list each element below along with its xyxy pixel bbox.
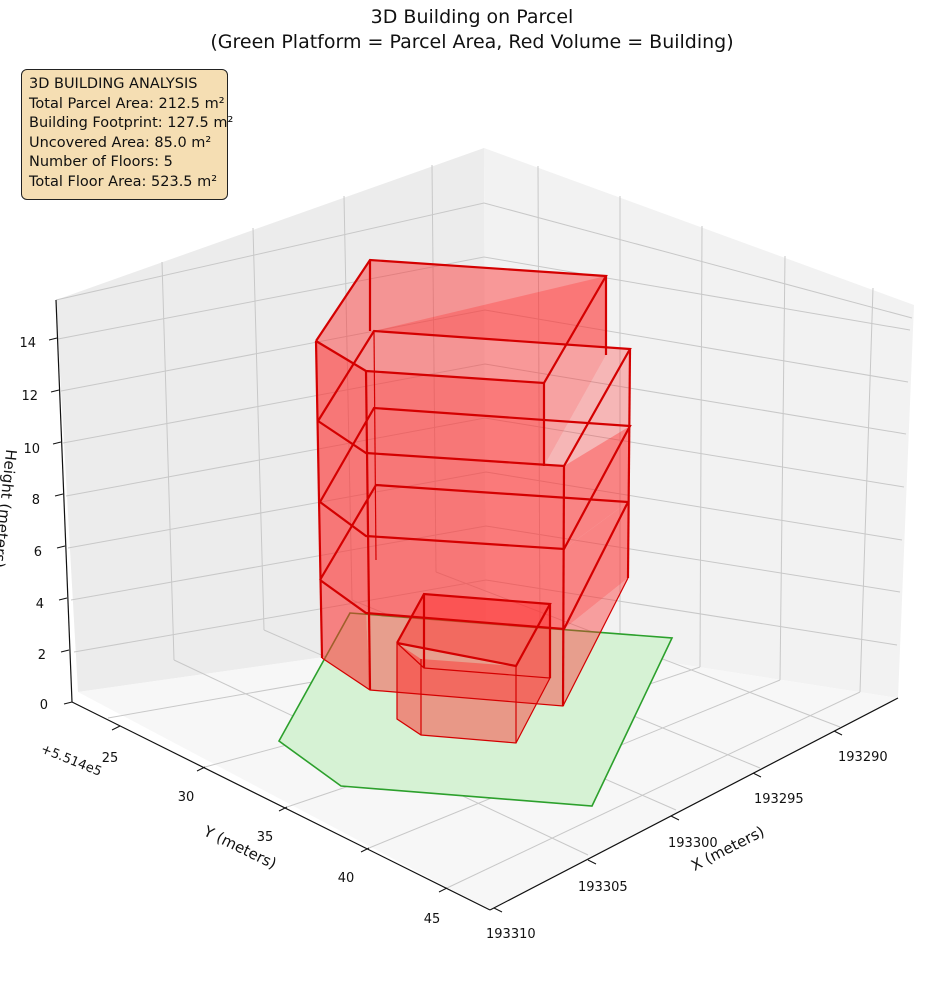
grid-line [55, 202, 913, 319]
building-face [320, 502, 366, 613]
z-tick-mark [58, 597, 68, 601]
z-tick-mark [52, 441, 62, 445]
building-edge [321, 577, 629, 707]
x-tick-mark [493, 907, 503, 913]
building-thin-edges [321, 330, 629, 744]
y-tick-label: 35 [257, 830, 274, 845]
grid-line [446, 691, 861, 889]
x-tick-label: 193295 [754, 792, 804, 807]
x-tick-labels: 193290 193295 193300 193305 193310 [486, 750, 888, 942]
grid-line [60, 309, 909, 392]
x-tick-label: 193310 [486, 927, 536, 942]
info-line-floors: Number of Floors: 5 [29, 154, 173, 171]
y-tick-mark [438, 887, 448, 893]
x-tick-mark [587, 859, 597, 865]
building-edge [364, 370, 372, 691]
info-heading: 3D BUILDING ANALYSIS [29, 76, 198, 92]
x-tick-mark [752, 772, 762, 778]
building-face [316, 260, 606, 383]
parcel-platform [277, 612, 674, 807]
x-tick-label: 193290 [838, 750, 888, 765]
building-face [318, 421, 366, 536]
building-face [366, 453, 564, 549]
z-tick-label: 0 [40, 698, 48, 713]
grid-line [252, 227, 265, 631]
tick-marks [48, 337, 843, 913]
building-face [316, 341, 366, 453]
building-face [397, 643, 421, 735]
building-face [366, 371, 544, 466]
z-tick-label: 8 [32, 493, 40, 508]
building-edge [317, 329, 632, 468]
z-tick-mark [50, 389, 60, 393]
x-tick-label: 193305 [578, 880, 628, 895]
z-tick-label: 14 [19, 336, 36, 351]
building-edge [561, 465, 566, 707]
z-axis-label: Height (meters) [0, 448, 20, 568]
z-tick-label: 4 [36, 597, 44, 612]
y-tick-label: 45 [424, 912, 441, 927]
y-offset-label: +5.514e5 [39, 742, 104, 780]
building-edge [626, 348, 632, 579]
y-tick-labels: 25 30 35 40 45 [102, 751, 441, 927]
building-face [366, 536, 564, 629]
y-tick-mark [360, 847, 370, 853]
z-tick-mark [54, 493, 64, 497]
grid-line [161, 261, 175, 661]
z-tick-label: 6 [34, 545, 42, 560]
z-tick-label: 12 [21, 389, 38, 404]
grid-line [699, 225, 703, 668]
z-tick-label: 2 [38, 648, 46, 663]
info-line-uncovered: Uncovered Area: 85.0 m² [29, 134, 212, 151]
x-tick-mark [833, 730, 843, 736]
axis-lines [55, 299, 899, 911]
y-tick-label: 40 [338, 871, 355, 886]
z-tick-labels: 0 2 4 6 8 10 12 14 [19, 336, 48, 713]
chart-title: 3D Building on Parcel [370, 6, 574, 28]
building-face [544, 276, 606, 466]
building-edge [315, 258, 608, 385]
building-edge [319, 406, 632, 551]
x-tick-mark [670, 815, 680, 821]
x-axis-line [489, 697, 899, 911]
building-face [516, 604, 550, 743]
grid-line [57, 256, 911, 340]
grid-line [859, 287, 874, 693]
x-tick-label: 193300 [668, 836, 718, 851]
y-axis-line [71, 701, 491, 911]
y-tick-mark [278, 806, 288, 812]
grid-line [62, 363, 907, 444]
z-tick-mark [60, 649, 70, 653]
analysis-info-box: 3D BUILDING ANALYSIS Total Parcel Area: … [21, 69, 234, 200]
info-line-footprint: Building Footprint: 127.5 m² [29, 115, 234, 132]
grid-line [779, 255, 786, 681]
y-tick-label: 25 [102, 751, 119, 766]
building-edge [373, 330, 377, 561]
chart-subtitle: (Green Platform = Parcel Area, Red Volum… [210, 31, 734, 53]
building-edges [314, 258, 632, 707]
y-tick-label: 30 [178, 790, 195, 805]
building-volume [314, 258, 632, 744]
building-face [421, 659, 516, 743]
info-line-parcel-area: Total Parcel Area: 212.5 m² [29, 95, 225, 112]
z-tick-mark [56, 545, 66, 549]
z-tick-mark [63, 701, 73, 705]
y-tick-mark [111, 725, 121, 731]
building-edge [314, 340, 324, 659]
z-axis-line [55, 299, 73, 703]
z-tick-mark [48, 337, 58, 341]
info-line-floor-area: Total Floor Area: 523.5 m² [29, 173, 218, 190]
y-tick-mark [196, 766, 206, 772]
building-face [397, 594, 550, 666]
building-face [374, 276, 630, 466]
z-tick-label: 10 [23, 442, 40, 457]
